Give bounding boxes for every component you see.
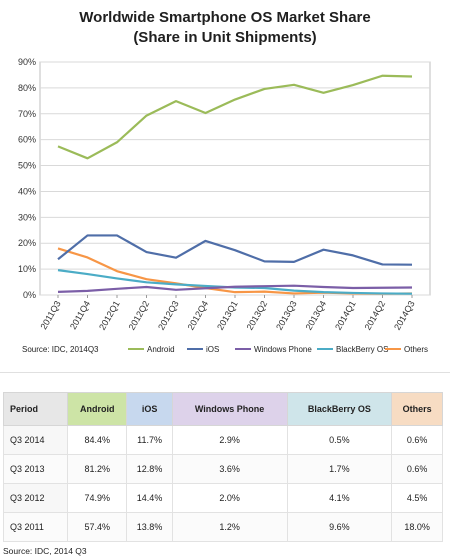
header-android: Android [66,392,128,426]
table-row: Q3 2013 81.2% 12.8% 3.6% 1.7% 0.6% [3,454,443,484]
cell-period: Q3 2014 [3,425,68,455]
cell-ios: 14.4% [126,483,173,513]
cell-windows-phone: 2.0% [171,483,288,513]
table-header-row: Period Android iOS Windows Phone BlackBe… [3,392,443,426]
x-tick-label: 2012Q1 [97,299,122,332]
cell-windows-phone: 2.9% [171,425,288,455]
x-tick-label: 2014Q3 [392,299,417,332]
cell-ios: 12.8% [126,454,173,484]
x-tick-label: 2013Q1 [215,299,240,332]
cell-others: 0.6% [391,454,443,484]
cell-windows-phone: 3.6% [171,454,288,484]
cell-blackberry-os: 1.7% [286,454,393,484]
chart-source: Source: IDC, 2014Q3 [22,345,99,354]
cell-ios: 11.7% [126,425,173,455]
header-windows-phone: Windows Phone [171,392,288,426]
cell-blackberry-os: 4.1% [286,483,393,513]
cell-android: 74.9% [66,483,128,513]
cell-others: 0.6% [391,425,443,455]
x-tick-label: 2014Q1 [333,299,358,332]
x-axis: 2011Q3 2011Q4 2012Q1 2012Q2 2012Q3 2012Q4 2013… [38,295,417,332]
y-tick-label: 0% [23,290,36,300]
series-line-windows-phone [57,284,413,293]
cell-others: 18.0% [391,512,443,542]
legend-label: Windows Phone [254,345,312,354]
market-share-chart: Worldwide Smartphone OS Market Share (Sh… [0,9,450,373]
header-blackberry-os: BlackBerry OS [286,392,393,426]
x-tick-label: 2011Q4 [68,299,92,331]
cell-android: 57.4% [66,512,128,542]
market-share-table-section: Period Android iOS Windows Phone BlackBe… [0,392,450,556]
table-row: Q3 2012 74.9% 14.4% 2.0% 4.1% 4.5% [3,483,443,513]
legend-label: Android [147,345,175,354]
series-line-android [57,74,413,160]
cell-period: Q3 2011 [3,512,68,542]
x-tick-label: 2012Q2 [127,299,152,332]
series-line-ios [57,234,413,266]
x-tick-label: 2011Q3 [38,299,62,331]
cell-period: Q3 2013 [3,454,68,484]
x-tick-label: 2012Q3 [156,299,181,332]
y-tick-label: 20% [18,238,36,248]
y-tick-label: 70% [18,109,36,119]
cell-blackberry-os: 9.6% [286,512,393,542]
cell-period: Q3 2012 [3,483,68,513]
y-tick-label: 40% [18,186,36,196]
x-tick-label: 2012Q4 [186,299,211,332]
y-tick-label: 60% [18,135,36,145]
legend-label: BlackBerry OS [336,345,388,354]
y-tick-label: 50% [18,161,36,171]
y-tick-label: 30% [18,212,36,222]
line-chart-svg: Worldwide Smartphone OS Market Share (Sh… [18,9,431,354]
header-period: Period [3,392,68,426]
y-tick-label: 90% [18,57,36,67]
cell-windows-phone: 1.2% [171,512,288,542]
cell-ios: 13.8% [126,512,173,542]
series-lines [57,74,413,295]
header-ios: iOS [126,392,173,426]
x-tick-label: 2013Q3 [274,299,299,332]
header-others: Others [391,392,443,426]
table-row: Q3 2011 57.4% 13.8% 1.2% 9.6% 18.0% [3,512,443,542]
cell-android: 84.4% [66,425,128,455]
x-tick-label: 2013Q2 [245,299,270,332]
cell-others: 4.5% [391,483,443,513]
legend: Android iOS Windows Phone BlackBerry OS Othe… [128,345,428,354]
x-tick-label: 2013Q4 [304,299,329,332]
x-tick-label: 2014Q2 [363,299,388,332]
legend-label: Others [404,345,428,354]
legend-label: iOS [206,345,219,354]
table-source: Source: IDC, 2014 Q3 [3,546,87,556]
chart-subtitle: (Share in Unit Shipments) [133,29,316,46]
y-tick-label: 80% [18,83,36,93]
cell-blackberry-os: 0.5% [286,425,393,455]
table-row: Q3 2014 84.4% 11.7% 2.9% 0.5% 0.6% [3,425,443,455]
y-axis: 0% 10% 20% 30% 40% 50% 60% 70% 80% 90% [18,57,36,300]
cell-android: 81.2% [66,454,128,484]
chart-title: Worldwide Smartphone OS Market Share [79,9,370,26]
market-share-table: Period Android iOS Windows Phone BlackBe… [3,392,443,542]
y-tick-label: 10% [18,264,36,274]
